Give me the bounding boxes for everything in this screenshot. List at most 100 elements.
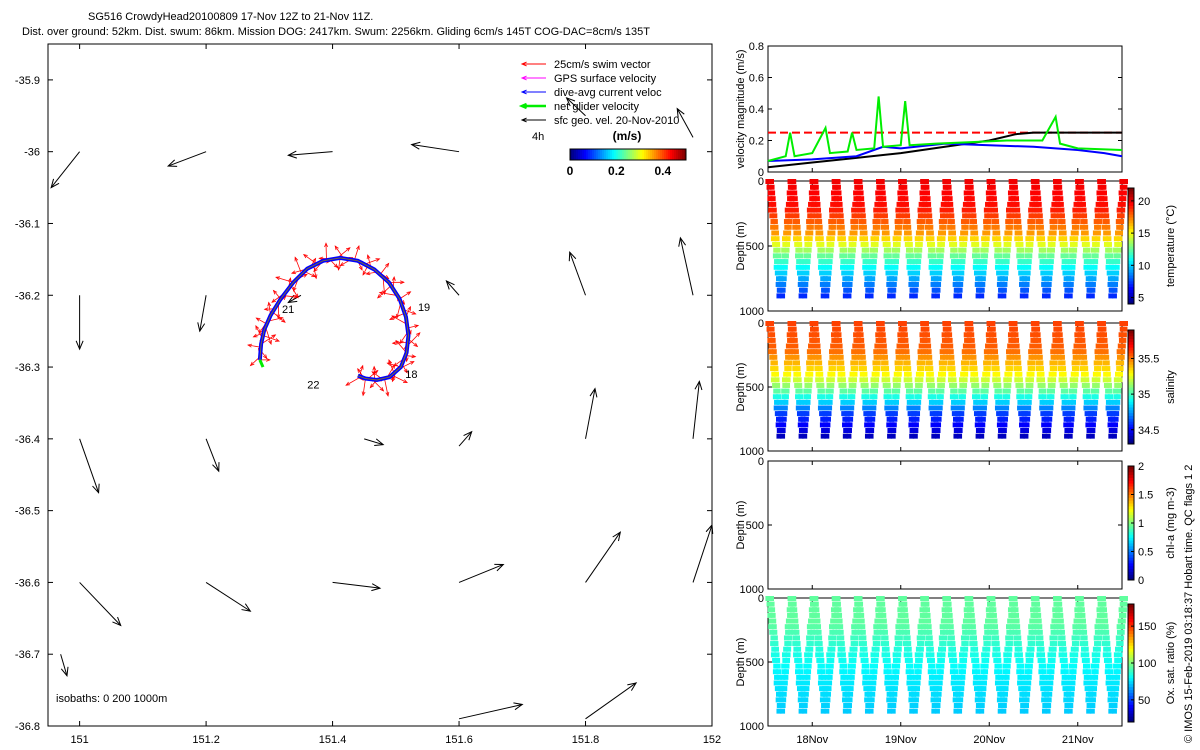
oxygen-dive-point — [825, 663, 831, 669]
salinity-dive-point — [989, 349, 995, 355]
swim-vector-head — [395, 339, 400, 345]
oxygen-dive-point — [917, 663, 923, 669]
oxygen-dive-point — [983, 663, 989, 669]
temperature-dive-point — [917, 213, 923, 219]
temperature-dive-point — [959, 270, 965, 276]
swim-vector-head — [281, 318, 286, 323]
salinity-dive-point — [1118, 332, 1124, 338]
salinity-dive-point — [771, 343, 777, 349]
colorbar-cell — [614, 149, 617, 160]
salinity-dive-point — [995, 377, 1001, 383]
oxygen-dive-point — [857, 618, 863, 624]
temperature-colorbar-cell — [1128, 298, 1134, 302]
temperature-dive-point — [925, 196, 931, 202]
temperature-dive-point — [874, 201, 880, 207]
oxygen-dive-point — [973, 674, 979, 680]
temperature-dive-point — [895, 207, 901, 213]
salinity-dive-point — [769, 354, 775, 360]
oxygen-dive-point — [896, 646, 902, 652]
oxygen-colorbar-cell — [1128, 663, 1134, 667]
oxygen-dive-point — [783, 646, 789, 652]
temperature-dive-point — [923, 179, 929, 184]
salinity-dive-point — [1023, 428, 1029, 434]
geo-vector-head — [694, 380, 703, 391]
oxygen-dive-point — [798, 674, 804, 680]
salinity-dive-point — [1119, 354, 1125, 360]
temperature-dive-point — [976, 287, 982, 293]
temperature-dive-point — [958, 247, 964, 253]
oxygen-dive-point — [796, 674, 802, 680]
temperature-dive-point — [1063, 281, 1069, 287]
salinity-dive-point — [796, 371, 802, 377]
temperature-dive-point — [1082, 219, 1088, 225]
salinity-dive-point — [1106, 382, 1112, 388]
geo-vector-head — [287, 294, 298, 304]
temperature-dive-point — [831, 179, 837, 184]
salinity-dive-point — [822, 416, 828, 422]
salinity-dive-point — [958, 377, 964, 383]
swim-vector-head — [361, 391, 366, 397]
temperature-dive-point — [1075, 213, 1081, 219]
temperature-y-tick-label: 500 — [746, 241, 764, 253]
temperature-dive-point — [803, 276, 809, 282]
salinity-dive-point — [775, 422, 781, 428]
temperature-dive-point — [935, 259, 941, 265]
oxygen-dive-point — [860, 657, 866, 663]
salinity-colorbar-cell — [1128, 401, 1134, 405]
salinity-dive-point — [872, 388, 878, 394]
temperature-dive-point — [861, 224, 867, 230]
temperature-dive-point — [846, 293, 852, 299]
oxygen-dive-point — [880, 601, 886, 607]
oxygen-dive-point — [908, 669, 914, 675]
oxygen-dive-point — [1018, 686, 1024, 692]
temperature-dive-point — [953, 259, 959, 265]
salinity-dive-point — [957, 399, 963, 405]
oxygen-dive-point — [1114, 657, 1120, 663]
salinity-dive-point — [983, 394, 989, 400]
temperature-dive-point — [1102, 236, 1108, 242]
oxygen-dive-point — [862, 680, 868, 686]
oxygen-dive-point — [1062, 657, 1068, 663]
temperature-dive-point — [888, 287, 894, 293]
temperature-dive-point — [938, 253, 944, 259]
oxygen-dive-point — [1090, 703, 1096, 709]
oxygen-dive-point — [806, 635, 812, 641]
salinity-dive-point — [941, 332, 947, 338]
salinity-dive-point — [1049, 360, 1055, 366]
temperature-dive-point — [957, 259, 963, 265]
temperature-dive-point — [994, 219, 1000, 225]
oxygen-dive-point — [1084, 686, 1090, 692]
salinity-dive-point — [887, 433, 893, 439]
oxygen-dive-point — [821, 703, 827, 709]
oxygen-dive-point — [810, 601, 816, 607]
temperature-dive-point — [941, 230, 947, 236]
oxygen-dive-point — [1045, 674, 1051, 680]
salinity-dive-point — [921, 326, 927, 332]
oxygen-dive-point — [798, 708, 804, 714]
temperature-dive-point — [796, 259, 802, 265]
temperature-dive-point — [795, 253, 801, 259]
temperature-colorbar-cell — [1128, 222, 1134, 227]
salinity-dive-point — [796, 377, 802, 383]
temperature-dive-point — [961, 247, 967, 253]
temperature-dive-point — [983, 247, 989, 253]
salinity-dive-point — [892, 416, 898, 422]
oxygen-dive-point — [1015, 629, 1021, 635]
temperature-dive-point — [804, 264, 810, 270]
oxygen-dive-point — [1008, 596, 1014, 601]
oxygen-dive-point — [770, 612, 776, 618]
salinity-dive-point — [1002, 388, 1008, 394]
salinity-dive-point — [990, 326, 996, 332]
oxygen-dive-point — [1115, 669, 1121, 675]
salinity-dive-point — [995, 371, 1001, 377]
temperature-dive-point — [795, 264, 801, 270]
salinity-dive-point — [984, 382, 990, 388]
oxygen-y-tick-label: 0 — [758, 593, 764, 605]
oxygen-colorbar-cell — [1128, 618, 1134, 623]
chlorophyll-colorbar-cell — [1128, 514, 1134, 518]
temperature-dive-point — [1027, 253, 1033, 259]
temperature-dive-point — [935, 287, 941, 293]
colorbar-cell — [626, 149, 629, 160]
salinity-dive-point — [811, 337, 817, 343]
oxygen-dive-point — [862, 674, 868, 680]
